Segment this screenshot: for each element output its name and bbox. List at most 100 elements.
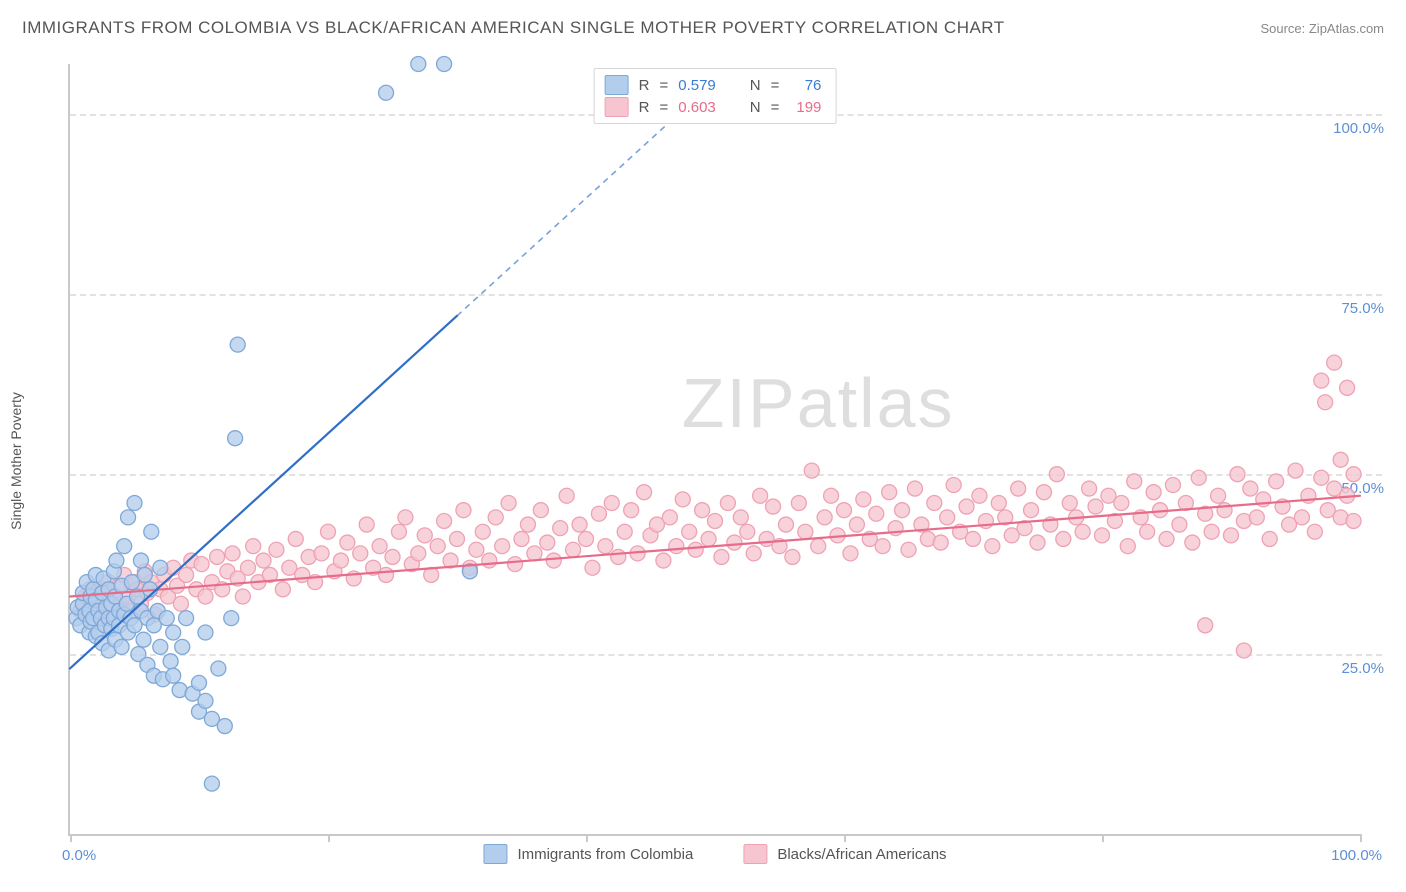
scatter-point-pink <box>1318 395 1333 410</box>
scatter-point-pink <box>520 517 535 532</box>
scatter-point-blue <box>228 431 243 446</box>
scatter-point-pink <box>488 510 503 525</box>
scatter-point-pink <box>624 503 639 518</box>
scatter-point-pink <box>682 524 697 539</box>
scatter-point-pink <box>533 503 548 518</box>
scatter-point-pink <box>869 506 884 521</box>
legend-n-label: N <box>750 99 761 116</box>
scatter-point-blue <box>136 632 151 647</box>
scatter-point-pink <box>617 524 632 539</box>
legend-swatch-blue <box>483 844 507 864</box>
scatter-point-pink <box>1172 517 1187 532</box>
scatter-point-pink <box>1340 380 1355 395</box>
scatter-point-pink <box>733 510 748 525</box>
scatter-point-blue <box>114 639 129 654</box>
scatter-point-pink <box>604 495 619 510</box>
y-axis-label: Single Mother Poverty <box>8 392 24 530</box>
chart-header: IMMIGRANTS FROM COLOMBIA VS BLACK/AFRICA… <box>22 18 1384 38</box>
plot-wrapper: Single Mother Poverty 100.0%75.0%50.0%25… <box>22 50 1384 872</box>
chart-source: Source: ZipAtlas.com <box>1260 21 1384 36</box>
x-tick <box>328 834 330 842</box>
scatter-point-pink <box>1236 643 1251 658</box>
scatter-point-pink <box>1011 481 1026 496</box>
scatter-point-pink <box>882 485 897 500</box>
scatter-point-pink <box>1191 470 1206 485</box>
scatter-point-pink <box>1198 618 1213 633</box>
legend-r-value-pink: 0.603 <box>678 99 716 116</box>
scatter-point-pink <box>1140 524 1155 539</box>
scatter-point-pink <box>1288 463 1303 478</box>
legend-swatch-pink <box>743 844 767 864</box>
legend-n-value-pink: 199 <box>789 99 821 116</box>
scatter-point-pink <box>1165 477 1180 492</box>
scatter-point-pink <box>501 495 516 510</box>
scatter-point-pink <box>225 546 240 561</box>
scatter-point-pink <box>714 549 729 564</box>
scatter-point-pink <box>235 589 250 604</box>
scatter-point-pink <box>314 546 329 561</box>
scatter-point-pink <box>579 531 594 546</box>
scatter-point-pink <box>1036 485 1051 500</box>
scatter-point-pink <box>1224 528 1239 543</box>
scatter-point-pink <box>1049 467 1064 482</box>
scatter-point-blue <box>117 539 132 554</box>
scatter-point-pink <box>785 549 800 564</box>
scatter-point-pink <box>701 531 716 546</box>
scatter-point-blue <box>230 337 245 352</box>
scatter-point-blue <box>437 57 452 72</box>
legend-r-label: R <box>639 99 650 116</box>
scatter-point-pink <box>598 539 613 554</box>
scatter-point-pink <box>540 535 555 550</box>
scatter-point-pink <box>391 524 406 539</box>
scatter-point-pink <box>1249 510 1264 525</box>
legend-r-label: R <box>639 77 650 94</box>
scatter-point-pink <box>546 553 561 568</box>
scatter-point-pink <box>1056 531 1071 546</box>
legend-r-value-blue: 0.579 <box>678 77 716 94</box>
scatter-point-pink <box>194 557 209 572</box>
scatter-point-pink <box>720 495 735 510</box>
scatter-point-pink <box>179 567 194 582</box>
scatter-point-pink <box>824 488 839 503</box>
scatter-point-pink <box>849 517 864 532</box>
scatter-point-pink <box>1082 481 1097 496</box>
scatter-point-pink <box>411 546 426 561</box>
scatter-point-pink <box>901 542 916 557</box>
scatter-point-pink <box>385 549 400 564</box>
scatter-point-pink <box>875 539 890 554</box>
series-legend-pink: Blacks/African Americans <box>743 844 946 864</box>
scatter-point-blue <box>192 675 207 690</box>
scatter-point-pink <box>1127 474 1142 489</box>
x-end-label: 100.0% <box>1331 847 1382 864</box>
scatter-point-blue <box>204 776 219 791</box>
scatter-point-blue <box>198 625 213 640</box>
scatter-point-blue <box>166 668 181 683</box>
legend-row-blue: R = 0.579 N = 76 <box>605 75 822 95</box>
scatter-point-pink <box>566 542 581 557</box>
series-label-blue: Immigrants from Colombia <box>517 846 693 863</box>
scatter-point-pink <box>837 503 852 518</box>
legend-row-pink: R = 0.603 N = 199 <box>605 97 822 117</box>
scatter-point-pink <box>940 510 955 525</box>
scatter-point-pink <box>456 503 471 518</box>
scatter-point-pink <box>708 513 723 528</box>
legend-n-value-blue: 76 <box>789 77 821 94</box>
x-tick <box>586 834 588 842</box>
scatter-point-blue <box>217 719 232 734</box>
scatter-point-pink <box>1159 531 1174 546</box>
scatter-point-pink <box>553 521 568 536</box>
scatter-point-pink <box>1120 539 1135 554</box>
scatter-point-pink <box>985 539 1000 554</box>
scatter-point-pink <box>1346 467 1361 482</box>
scatter-point-pink <box>972 488 987 503</box>
scatter-point-pink <box>740 524 755 539</box>
scatter-point-pink <box>514 531 529 546</box>
scatter-point-pink <box>1062 495 1077 510</box>
x-tick <box>844 834 846 842</box>
scatter-point-blue <box>163 654 178 669</box>
scatter-point-pink <box>1243 481 1258 496</box>
scatter-point-pink <box>475 524 490 539</box>
scatter-point-pink <box>437 513 452 528</box>
scatter-point-blue <box>379 85 394 100</box>
scatter-point-pink <box>417 528 432 543</box>
